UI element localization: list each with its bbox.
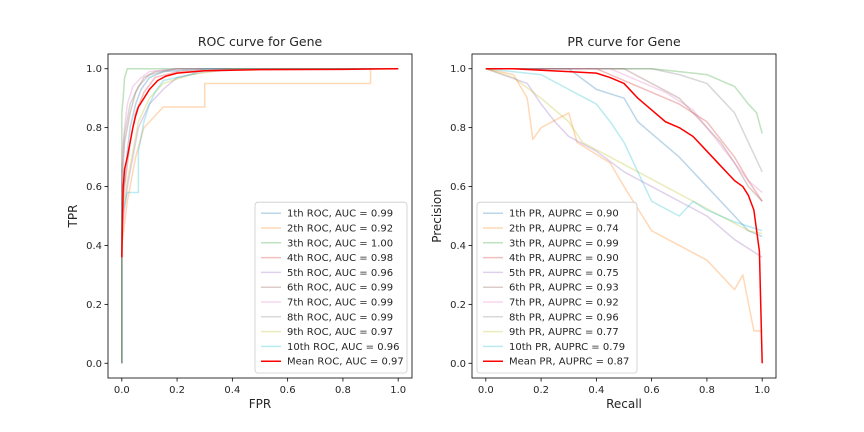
chart-2-legend-label: 3th PR, AUPRC = 0.99 (509, 238, 619, 249)
chart-1-y-tick-label: 0.8 (86, 123, 102, 134)
chart-1-legend-label: 1th ROC, AUC = 0.99 (287, 209, 393, 220)
chart-2-y-tick-label: 1.0 (450, 64, 466, 75)
chart-2-y-tick-label: 0.4 (450, 241, 466, 252)
chart-1-series-9-line (121, 67, 399, 364)
chart-2-y-tick-label: 0.2 (450, 300, 466, 311)
chart-1-x-tick-label: 1.0 (390, 385, 406, 396)
chart-1-legend-label: 2th ROC, AUC = 0.92 (287, 224, 393, 235)
chart-2-series-8-line (485, 67, 763, 173)
chart-1-y-tick-label: 0.0 (86, 359, 102, 370)
chart-2-series-5-line (485, 68, 763, 258)
chart-2-y-tick-label: 0.8 (450, 123, 466, 134)
chart-1-title: ROC curve for Gene (198, 34, 323, 49)
chart-2-series-group (485, 67, 763, 364)
chart-1-legend: 1th ROC, AUC = 0.99 2th ROC, AUC = 0.92 3t… (254, 201, 408, 374)
chart-1-x-tick-label: 0.6 (280, 385, 296, 396)
chart-1-y-tick-label: 1.0 (86, 64, 102, 75)
chart-1-legend-label: 4th ROC, AUC = 0.98 (287, 253, 393, 264)
chart-2-legend-label: 4th PR, AUPRC = 0.90 (509, 253, 619, 264)
chart-1-legend-label: 8th ROC, AUC = 0.99 (287, 312, 393, 323)
chart-1-series-6-line (121, 67, 399, 364)
chart-2-x-tick-label: 0.4 (588, 385, 604, 396)
chart-2-series-4-line (485, 67, 763, 202)
chart-2-legend-label: 9th PR, AUPRC = 0.77 (509, 327, 619, 338)
chart-2-series-1-line (485, 67, 763, 238)
chart-1-x-tick-label: 0.4 (224, 385, 240, 396)
chart-2-legend-box (476, 201, 638, 374)
chart-1-legend-label: 3th ROC, AUC = 1.00 (287, 238, 393, 249)
chart-2-x-tick-label: 0.8 (699, 385, 715, 396)
chart-1-series-8-line (121, 67, 399, 364)
chart-2-legend-label: 7th PR, AUPRC = 0.92 (509, 298, 619, 309)
chart-2-legend-label: 8th PR, AUPRC = 0.96 (509, 312, 619, 323)
chart-1-legend-box (254, 201, 408, 374)
chart-1-x-tick-label: 0.8 (335, 385, 351, 396)
chart-2-legend: 1th PR, AUPRC = 0.90 2th PR, AUPRC = 0.74… (476, 201, 638, 374)
chart-1-y-tick-label: 0.6 (86, 182, 102, 193)
chart-1-axes-frame (107, 53, 413, 379)
chart-1-x-tick-label: 0.0 (114, 385, 130, 396)
chart-2-legend-label: 6th PR, AUPRC = 0.93 (509, 283, 619, 294)
chart-2-title: PR curve for Gene (567, 34, 681, 49)
chart-1-y-axis-label: TPR (66, 205, 80, 229)
chart-2-series-11-line (485, 67, 763, 364)
chart-1-x-tick-label: 0.2 (169, 385, 185, 396)
chart-2-y-axis-label: Precision (430, 189, 444, 243)
chart-2-x-tick-label: 0.2 (533, 385, 549, 396)
chart-2-legend-label: Mean PR, AUPRC = 0.87 (509, 357, 629, 368)
chart-2-legend-label: 5th PR, AUPRC = 0.75 (509, 268, 619, 279)
chart-2-legend-label: 2th PR, AUPRC = 0.74 (509, 224, 619, 235)
chart-1-legend-label: 10th ROC, AUC = 0.96 (287, 342, 399, 353)
chart-2-series-10-line (485, 67, 763, 232)
chart-1-x-axis-label: FPR (249, 397, 271, 411)
chart-1-series-2-line (121, 67, 399, 364)
chart-1-y-tick-label: 0.4 (86, 241, 102, 252)
chart-1-legend-label: 5th ROC, AUC = 0.96 (287, 268, 393, 279)
chart-1-series-10-line (121, 67, 399, 364)
chart-2-series-3-line (485, 67, 763, 134)
chart-2-axes-frame (471, 53, 777, 379)
chart-1-series-group (121, 67, 399, 364)
chart-2-legend-label: 1th PR, AUPRC = 0.90 (509, 209, 619, 220)
chart-2-x-tick-label: 0.6 (644, 385, 660, 396)
chart-1-series-7-line (121, 67, 399, 364)
chart-2-series-6-line (485, 67, 763, 202)
chart-2-series-2-line (485, 67, 763, 332)
chart-1-legend-label: 6th ROC, AUC = 0.99 (287, 283, 393, 294)
chart-2-x-tick-label: 1.0 (754, 385, 770, 396)
chart-2-x-tick-label: 0.0 (478, 385, 494, 396)
chart-2-legend-label: 10th PR, AUPRC = 0.79 (509, 342, 625, 353)
chart-1-series-3-line (121, 67, 399, 364)
chart-1-series-11-line (121, 67, 399, 258)
chart-2-y-tick-label: 0.0 (450, 359, 466, 370)
chart-1-legend-label: Mean ROC, AUC = 0.97 (287, 357, 404, 368)
chart-2-x-axis-label: Recall (606, 397, 642, 411)
chart-1: 0.0 0.2 0.4 0.6 0.8 1.0 0.0 0.2 0.4 0.6 0.8 1.0 ROC … (66, 34, 413, 411)
chart-2-series-7-line (485, 67, 763, 194)
chart-1-y-tick-label: 0.2 (86, 300, 102, 311)
chart-1-legend-label: 7th ROC, AUC = 0.99 (287, 298, 393, 309)
chart-2: 0.0 0.2 0.4 0.6 0.8 1.0 0.0 0.2 0.4 0.6 0.8 1.0 PR c… (430, 34, 777, 411)
chart-1-legend-label: 9th ROC, AUC = 0.97 (287, 327, 393, 338)
chart-2-y-tick-label: 0.6 (450, 182, 466, 193)
chart-2-series-9-line (485, 68, 763, 235)
